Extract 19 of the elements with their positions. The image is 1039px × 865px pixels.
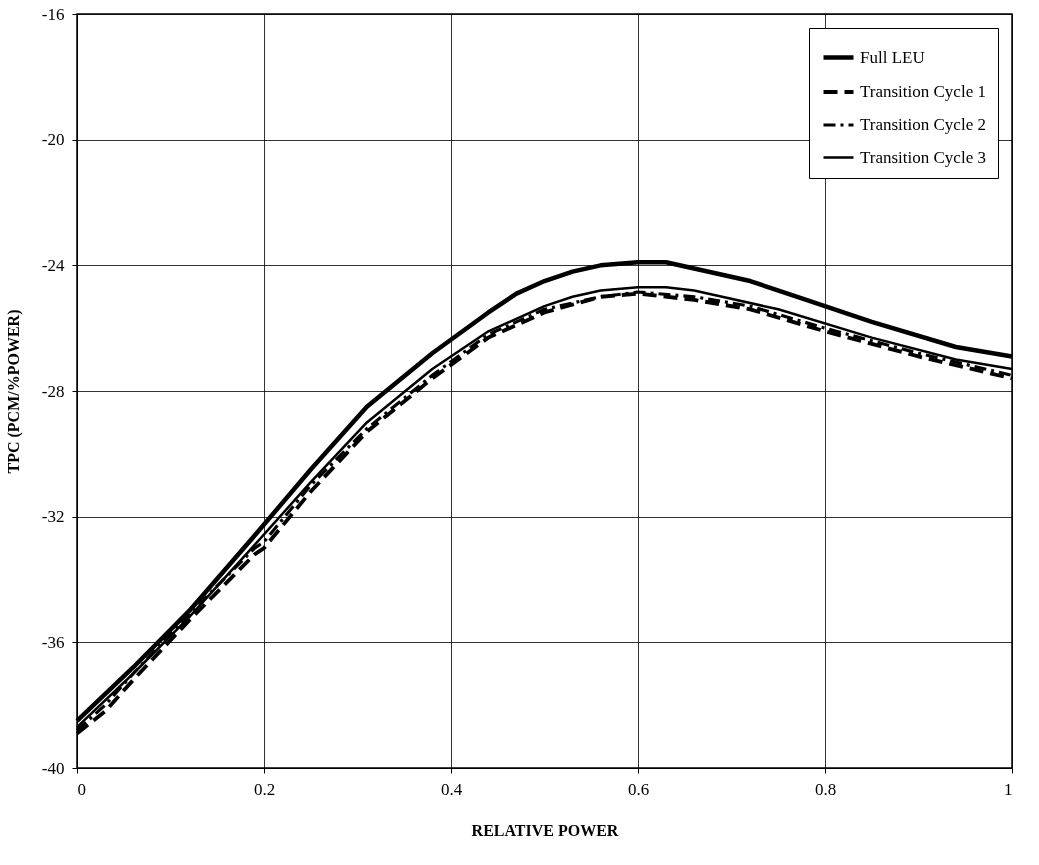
x-tick-label: 0.8 bbox=[814, 779, 837, 799]
legend-label: Transition Cycle 3 bbox=[860, 147, 986, 167]
x-tick-label: 0 bbox=[77, 779, 86, 799]
y-tick-label: -20 bbox=[41, 130, 65, 150]
y-axis-title: TPC (PCM/%POWER) bbox=[4, 309, 23, 474]
legend-label: Full LEU bbox=[860, 47, 925, 67]
legend-label: Transition Cycle 2 bbox=[860, 115, 986, 134]
y-tick-label: -36 bbox=[41, 632, 65, 652]
y-tick-label: -28 bbox=[41, 381, 65, 401]
y-tick-label: -32 bbox=[41, 507, 65, 527]
x-tick-label: 0.2 bbox=[253, 779, 276, 799]
y-tick-label: -24 bbox=[41, 255, 65, 275]
x-tick-label: 0.4 bbox=[440, 779, 463, 799]
x-tick-label: 1 bbox=[1004, 779, 1013, 799]
y-tick-label: -40 bbox=[41, 758, 65, 778]
x-axis-title: RELATIVE POWER bbox=[471, 821, 619, 839]
y-tick-label: -16 bbox=[41, 4, 65, 24]
legend-label: Transition Cycle 1 bbox=[860, 82, 986, 101]
x-tick-label: 0.6 bbox=[627, 779, 650, 799]
